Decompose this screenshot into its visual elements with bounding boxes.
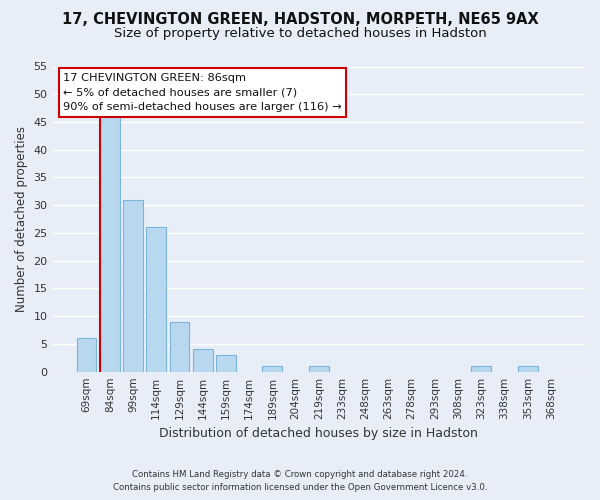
Y-axis label: Number of detached properties: Number of detached properties [15, 126, 28, 312]
Bar [309, 366, 329, 372]
Text: 17 CHEVINGTON GREEN: 86sqm
← 5% of detached houses are smaller (7)
90% of semi-d: 17 CHEVINGTON GREEN: 86sqm ← 5% of detac… [63, 72, 342, 112]
Text: Size of property relative to detached houses in Hadston: Size of property relative to detached ho… [113, 28, 487, 40]
Bar [472, 366, 491, 372]
Bar [146, 228, 166, 372]
Bar [100, 116, 119, 372]
Bar [262, 366, 282, 372]
Bar [77, 338, 97, 372]
Bar [170, 322, 190, 372]
Text: Contains HM Land Registry data © Crown copyright and database right 2024.
Contai: Contains HM Land Registry data © Crown c… [113, 470, 487, 492]
Text: 17, CHEVINGTON GREEN, HADSTON, MORPETH, NE65 9AX: 17, CHEVINGTON GREEN, HADSTON, MORPETH, … [62, 12, 538, 28]
Bar [123, 200, 143, 372]
X-axis label: Distribution of detached houses by size in Hadston: Distribution of detached houses by size … [160, 427, 478, 440]
Bar [518, 366, 538, 372]
Bar [216, 355, 236, 372]
Bar [193, 350, 212, 372]
